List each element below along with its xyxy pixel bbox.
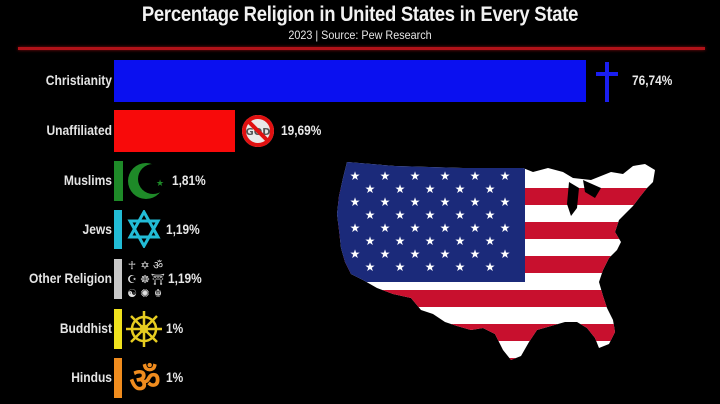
svg-text:★: ★ <box>380 221 391 235</box>
chart-row-unaffiliated: Unaffiliated <box>0 110 112 152</box>
chart-row-hindus: Hindus <box>0 357 112 399</box>
svg-text:★: ★ <box>440 169 451 183</box>
svg-text:★: ★ <box>365 260 376 274</box>
svg-text:★: ★ <box>395 208 406 222</box>
svg-text:★: ★ <box>500 247 511 261</box>
svg-text:★: ★ <box>470 247 481 261</box>
svg-text:★: ★ <box>440 221 451 235</box>
svg-text:★: ★ <box>350 221 361 235</box>
svg-text:★: ★ <box>470 169 481 183</box>
svg-text:✺: ✺ <box>140 287 149 300</box>
value-label: 1% <box>166 321 184 336</box>
value-label: 1% <box>166 370 184 385</box>
svg-text:★: ★ <box>455 260 466 274</box>
chart-row-jews: Jews <box>0 209 112 251</box>
bar-christianity <box>114 60 586 102</box>
svg-text:★: ★ <box>425 260 436 274</box>
bar-muslims <box>114 161 123 201</box>
category-label: Muslims <box>63 172 112 188</box>
svg-text:★: ★ <box>470 195 481 209</box>
svg-text:★: ★ <box>350 247 361 261</box>
svg-text:★: ★ <box>395 182 406 196</box>
bar-other-religion <box>114 259 122 299</box>
svg-text:★: ★ <box>455 234 466 248</box>
title-divider <box>18 47 705 50</box>
svg-text:★: ★ <box>410 169 421 183</box>
svg-text:☯: ☯ <box>127 287 137 300</box>
svg-text:✡: ✡ <box>140 259 149 272</box>
svg-text:★: ★ <box>470 221 481 235</box>
svg-text:ॐ: ॐ <box>129 361 160 400</box>
svg-text:☬: ☬ <box>154 287 162 300</box>
crescent-star-icon: ★ <box>128 160 166 202</box>
svg-text:★: ★ <box>365 182 376 196</box>
svg-text:★: ★ <box>380 247 391 261</box>
svg-text:★: ★ <box>500 195 511 209</box>
value-label: 19,69% <box>281 123 322 138</box>
no-god-icon: GOD <box>241 114 275 148</box>
star-of-david-icon <box>127 210 161 248</box>
category-label: Jews <box>82 221 112 237</box>
page-subtitle: 2023 | Source: Pew Research <box>288 28 432 42</box>
svg-text:★: ★ <box>440 247 451 261</box>
dharma-wheel-icon <box>125 308 163 350</box>
chart-row-buddhist: Buddhist <box>0 308 112 350</box>
svg-text:★: ★ <box>485 208 496 222</box>
svg-text:★: ★ <box>365 208 376 222</box>
svg-text:★: ★ <box>395 234 406 248</box>
svg-text:★: ★ <box>350 195 361 209</box>
svg-text:★: ★ <box>380 195 391 209</box>
svg-text:☪: ☪ <box>127 273 137 286</box>
svg-text:★: ★ <box>380 169 391 183</box>
value-label: 1,19% <box>166 222 200 237</box>
bar-jews <box>114 210 122 249</box>
svg-text:★: ★ <box>350 169 361 183</box>
svg-text:★: ★ <box>455 182 466 196</box>
svg-text:★: ★ <box>485 234 496 248</box>
om-icon: ॐ <box>125 356 165 400</box>
svg-text:★: ★ <box>425 208 436 222</box>
category-label: Hindus <box>71 369 112 385</box>
svg-text:★: ★ <box>455 208 466 222</box>
svg-text:★: ★ <box>425 182 436 196</box>
category-label: Unaffiliated <box>46 122 112 138</box>
chart-row-other-religion: Other Religion <box>0 258 112 300</box>
us-flag-map-image: ★ ★ ★ ★ ★ ★ ★ ★ ★ ★ ★ ★ ★ ★ ★ ★ ★ ★ ★ ★ ★ ★ ★ ★ ★ ★ ★ ★ ★ ★ ★ ★ ★ ★… <box>337 162 655 360</box>
svg-text:⛩: ⛩ <box>151 273 165 286</box>
svg-text:☸: ☸ <box>140 273 150 286</box>
bar-unaffiliated <box>114 110 235 152</box>
bar-hindus <box>114 358 122 398</box>
svg-text:★: ★ <box>365 234 376 248</box>
svg-text:★: ★ <box>485 260 496 274</box>
chart-row-muslims: Muslims <box>0 160 112 202</box>
svg-text:★: ★ <box>410 195 421 209</box>
svg-text:☥: ☥ <box>128 259 136 272</box>
bar-buddhist <box>114 309 122 349</box>
latin-cross-icon <box>596 62 618 102</box>
chart-row-christianity: Christianity <box>0 60 112 102</box>
svg-text:★: ★ <box>500 169 511 183</box>
value-label: 1,81% <box>172 173 206 188</box>
svg-text:★: ★ <box>440 195 451 209</box>
category-label: Other Religion <box>29 270 112 286</box>
category-label: Buddhist <box>59 320 112 336</box>
svg-text:★: ★ <box>410 247 421 261</box>
svg-text:★: ★ <box>156 179 164 189</box>
value-label: 76,74% <box>632 73 673 88</box>
svg-text:★: ★ <box>410 221 421 235</box>
svg-text:★: ★ <box>425 234 436 248</box>
category-label: Christianity <box>45 72 112 88</box>
religious-symbols-grid-icon: ☥ ✡ ॐ ☪ ☸ ⛩ ☯ ✺ ☬ <box>125 258 165 300</box>
page-title: Percentage Religion in United States in … <box>141 3 579 26</box>
svg-text:★: ★ <box>500 221 511 235</box>
svg-text:★: ★ <box>395 260 406 274</box>
svg-text:ॐ: ॐ <box>153 259 163 272</box>
value-label: 1,19% <box>168 271 202 286</box>
svg-text:★: ★ <box>485 182 496 196</box>
